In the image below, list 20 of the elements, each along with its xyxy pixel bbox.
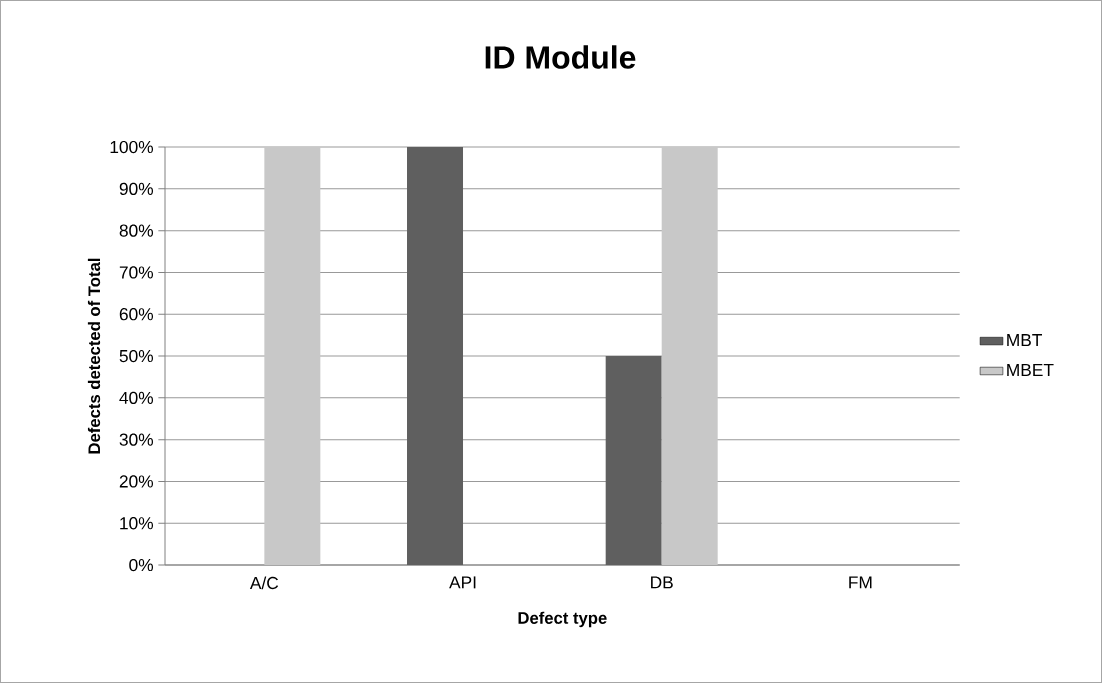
y-tick-label: 20% bbox=[119, 475, 154, 488]
legend-label: MBET bbox=[1007, 364, 1054, 376]
y-tick-label: 0% bbox=[129, 558, 154, 572]
y-tick-label: 100% bbox=[110, 140, 154, 154]
x-tick-label: API bbox=[449, 576, 476, 589]
y-tick-label: 60% bbox=[119, 308, 154, 321]
y-tick-label: 70% bbox=[119, 266, 154, 279]
x-tick-label: DB bbox=[651, 576, 673, 589]
chart-title: ID Module bbox=[485, 45, 636, 69]
y-tick-label: 10% bbox=[120, 517, 154, 530]
legend-label: MBT bbox=[1007, 334, 1043, 347]
y-tick-label: 40% bbox=[119, 391, 154, 404]
x-tick-label: FM bbox=[849, 576, 872, 589]
y-tick-label: 30% bbox=[119, 433, 154, 446]
x-tick-label: A/C bbox=[249, 576, 279, 590]
x-axis-title: Defect type bbox=[518, 611, 607, 628]
y-axis-title: Defects detected of Total bbox=[87, 258, 101, 454]
y-tick-label: 50% bbox=[119, 349, 154, 363]
y-tick-label: 80% bbox=[119, 224, 154, 237]
y-tick-label: 90% bbox=[119, 182, 154, 195]
